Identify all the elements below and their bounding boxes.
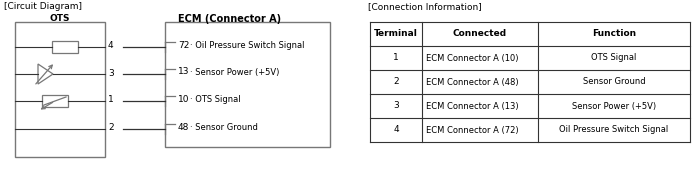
Text: ECM Connector A (13): ECM Connector A (13): [426, 101, 519, 110]
Text: ECM Connector A (72): ECM Connector A (72): [426, 125, 519, 135]
Text: 48: 48: [178, 122, 190, 132]
Text: 3: 3: [393, 101, 399, 110]
Text: Sensor Ground: Sensor Ground: [582, 78, 645, 87]
Text: · Sensor Ground: · Sensor Ground: [190, 122, 258, 132]
Text: OTS Signal: OTS Signal: [592, 53, 637, 62]
Text: Sensor Power (+5V): Sensor Power (+5V): [572, 101, 656, 110]
Bar: [42, 95, 68, 107]
Text: ECM (Connector A): ECM (Connector A): [178, 14, 281, 24]
Text: 10: 10: [178, 95, 190, 104]
Text: [Connection Information]: [Connection Information]: [368, 2, 482, 11]
Text: ECM Connector A (10): ECM Connector A (10): [426, 53, 519, 62]
Text: 2: 2: [108, 124, 113, 133]
Text: 1: 1: [108, 96, 113, 104]
Bar: [15, 22, 105, 157]
Text: OTS: OTS: [50, 14, 71, 23]
Text: · Sensor Power (+5V): · Sensor Power (+5V): [190, 67, 279, 76]
Text: Terminal: Terminal: [374, 30, 418, 39]
Text: 4: 4: [108, 41, 113, 50]
Text: 2: 2: [393, 78, 399, 87]
Text: Function: Function: [592, 30, 636, 39]
Text: Oil Pressure Switch Signal: Oil Pressure Switch Signal: [559, 125, 668, 135]
Text: 1: 1: [393, 53, 399, 62]
Text: 3: 3: [108, 68, 113, 78]
Text: 13: 13: [178, 67, 190, 76]
Bar: [165, 22, 330, 147]
Bar: [52, 41, 78, 53]
Text: 72: 72: [178, 41, 190, 50]
Text: · Oil Pressure Switch Signal: · Oil Pressure Switch Signal: [190, 41, 304, 50]
Text: 4: 4: [393, 125, 399, 135]
Text: Connected: Connected: [453, 30, 507, 39]
Text: [Circuit Diagram]: [Circuit Diagram]: [4, 2, 82, 11]
Text: · OTS Signal: · OTS Signal: [190, 95, 241, 104]
Text: ECM Connector A (48): ECM Connector A (48): [426, 78, 519, 87]
